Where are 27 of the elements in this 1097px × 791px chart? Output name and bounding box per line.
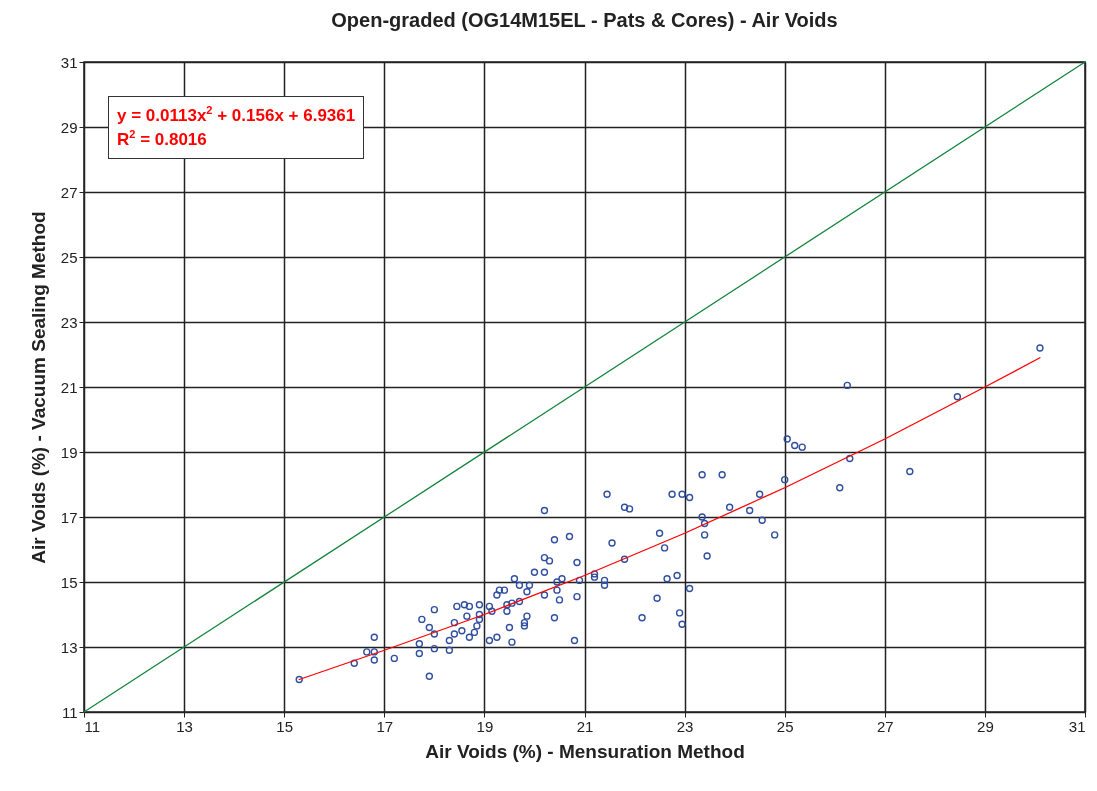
x-tick-label: 17	[376, 717, 394, 735]
chart-title: Open-graded (OG14M15EL - Pats & Cores) - Air Voids	[331, 9, 838, 31]
y-tick-label: 23	[60, 313, 78, 331]
y-tick-label: 15	[60, 573, 78, 591]
y-tick-label: 11	[61, 703, 78, 721]
x-tick-label: 27	[876, 717, 894, 735]
y-tick-label: 25	[60, 248, 78, 266]
x-axis-title: Air Voids (%) - Mensuration Method	[425, 740, 745, 762]
y-axis-title: Air Voids (%) - Vacuum Sealing Method	[27, 211, 49, 564]
y-tick-label: 19	[60, 443, 78, 461]
y-tick-label: 29	[60, 118, 78, 136]
x-tick-label: 11	[84, 717, 101, 735]
y-tick-label: 21	[60, 378, 78, 396]
x-tick-label: 21	[576, 717, 594, 735]
y-tick-label: 31	[60, 53, 78, 71]
y-tick-label: 13	[60, 638, 78, 656]
y-tick-label: 17	[60, 508, 78, 526]
y-tick-label: 27	[60, 183, 78, 201]
x-tick-label: 13	[176, 717, 193, 735]
x-tick-label: 25	[776, 717, 794, 735]
x-tick-label: 19	[476, 717, 494, 735]
x-tick-label: 31	[1068, 717, 1086, 735]
x-tick-label: 29	[977, 717, 994, 735]
x-tick-label: 15	[276, 717, 294, 735]
annotation: R$^{2}$ = 0.8016	[117, 127, 208, 152]
x-tick-label: 23	[676, 717, 694, 735]
annotation: y = 0.0113x$^{2}$ + 0.156x + 6.9361	[117, 103, 356, 127]
